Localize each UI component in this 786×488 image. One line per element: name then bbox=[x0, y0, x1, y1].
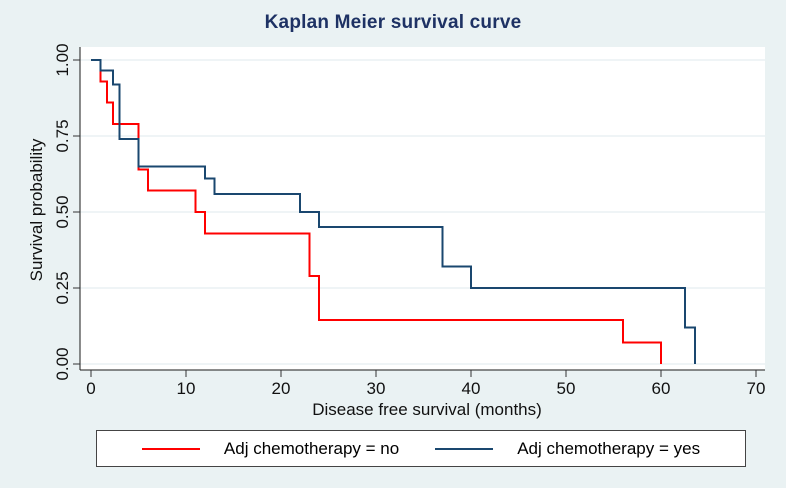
plot-background bbox=[80, 47, 765, 370]
y-tick-label: 0.00 bbox=[53, 347, 72, 381]
x-tick-label: 40 bbox=[461, 379, 481, 398]
x-tick-label: 10 bbox=[176, 379, 196, 398]
legend-entry-adj-chemo-yes: Adj chemotherapy = yes bbox=[435, 439, 700, 459]
chart-title: Kaplan Meier survival curve bbox=[264, 12, 522, 33]
x-axis-title: Disease free survival (months) bbox=[312, 400, 542, 419]
y-tick-label: 0.50 bbox=[53, 195, 72, 229]
legend-entry-adj-chemo-no: Adj chemotherapy = no bbox=[141, 438, 400, 459]
x-tick-label: 20 bbox=[271, 379, 291, 398]
y-tick-label: 0.75 bbox=[53, 119, 72, 153]
x-tick-label: 30 bbox=[366, 379, 386, 398]
y-axis-title: Survival probability bbox=[27, 138, 46, 282]
legend-label-adj-chemo-no: Adj chemotherapy = no bbox=[223, 438, 400, 458]
legend-box: Adj chemotherapy = no Adj chemotherapy =… bbox=[96, 430, 746, 467]
survival-curve-adj-chemo-no bbox=[91, 59, 662, 364]
survival-curve-adj-chemo-yes bbox=[91, 59, 697, 364]
x-tick-label: 70 bbox=[746, 379, 766, 398]
legend-line-sample-adj-chemo-yes bbox=[435, 447, 494, 450]
legend-label-adj-chemo-yes: Adj chemotherapy = yes bbox=[517, 438, 701, 458]
x-tick-label: 50 bbox=[556, 379, 576, 398]
y-tick-label: 0.25 bbox=[53, 271, 72, 305]
x-tick-label: 0 bbox=[86, 379, 96, 398]
legend-line-sample-adj-chemo-no bbox=[141, 447, 200, 450]
y-tick-label: 1.00 bbox=[53, 43, 72, 77]
x-tick-label: 60 bbox=[651, 379, 671, 398]
